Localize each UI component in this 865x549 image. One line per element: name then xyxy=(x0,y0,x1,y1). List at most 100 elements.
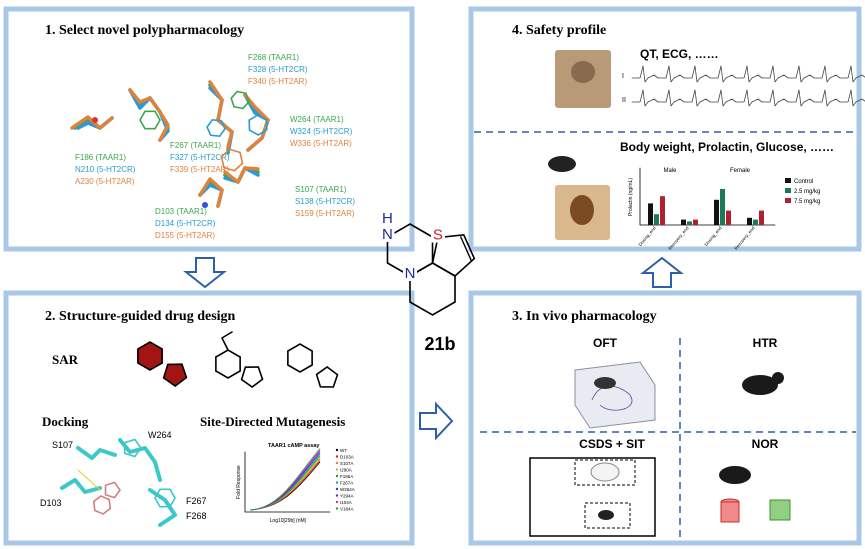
dividers xyxy=(474,131,856,540)
bar xyxy=(654,214,659,225)
compound-label: 21b xyxy=(424,334,455,354)
atom-label: H xyxy=(382,210,393,227)
section-label: SAR xyxy=(52,352,79,367)
residue-label: W336 (5-HT2AR) xyxy=(290,139,352,148)
ring xyxy=(154,488,176,508)
shape xyxy=(223,166,260,184)
legend-label: D103A xyxy=(340,455,354,460)
residue-label: F267 (TAAR1) xyxy=(170,141,221,150)
legend-swatch xyxy=(785,188,791,193)
ring xyxy=(206,118,226,138)
open-field-box xyxy=(574,361,656,429)
bar xyxy=(648,203,653,225)
panel-frame xyxy=(468,290,862,546)
legend-label: V184A xyxy=(340,507,354,512)
docking-label: F267 xyxy=(186,496,207,506)
atom xyxy=(92,117,98,123)
test-label: NOR xyxy=(752,437,779,451)
ecg-trace xyxy=(631,89,865,107)
shape xyxy=(76,446,117,460)
ring xyxy=(104,481,121,499)
axis-label: Prolactin (ng/mL) xyxy=(628,178,634,216)
bar xyxy=(759,210,764,225)
residue-label: W264 (TAAR1) xyxy=(290,115,344,124)
group-label: Female xyxy=(730,168,751,174)
legend-label: I104A xyxy=(340,500,352,505)
bar xyxy=(720,189,725,225)
legend-marker xyxy=(335,494,339,497)
arena xyxy=(529,457,656,537)
atom-label: S xyxy=(433,227,443,244)
test-label: CSDS + SIT xyxy=(579,437,645,451)
residue-label: F340 (5-HT2AR) xyxy=(248,77,307,86)
bar xyxy=(714,199,719,225)
object xyxy=(720,501,740,523)
ring xyxy=(215,349,241,379)
curve xyxy=(249,448,321,511)
panel-title: 1. Select novel polypharmacology xyxy=(45,23,244,38)
residue-label: W324 (5-HT2CR) xyxy=(290,127,353,136)
docking-label: D103 xyxy=(40,498,62,508)
test-label: HTR xyxy=(753,336,778,350)
shape xyxy=(60,478,102,494)
section-label: Docking xyxy=(42,414,89,429)
residue-label: D134 (5-HT2CR) xyxy=(155,219,216,228)
mouse-icon xyxy=(719,466,751,484)
legend-label: F267A xyxy=(340,481,353,486)
shape xyxy=(221,331,233,351)
arrow-down xyxy=(183,257,227,289)
ring xyxy=(137,341,163,371)
bar xyxy=(726,210,731,225)
legend-label: W264A xyxy=(340,487,355,492)
residue-label: F339 (5-HT2AR) xyxy=(170,165,229,174)
docking-label: W264 xyxy=(148,430,172,440)
ring xyxy=(230,90,250,110)
residue-label: S107 (TAAR1) xyxy=(295,185,347,194)
mouse-icon xyxy=(548,156,576,172)
atom-label: N xyxy=(405,265,416,282)
ring xyxy=(92,495,112,515)
section-label: Site-Directed Mutagenesis xyxy=(200,414,345,429)
mouse-icon xyxy=(598,510,614,520)
ring xyxy=(287,343,313,373)
chart-title: TAAR1 cAMP assay xyxy=(268,443,320,449)
legend-label: 7.5 mg/kg xyxy=(794,199,820,205)
legend-marker xyxy=(335,455,339,458)
group-label: Male xyxy=(663,168,677,174)
panel-frame xyxy=(3,6,415,252)
mouse-head xyxy=(772,372,784,384)
monkey-face xyxy=(571,61,595,83)
section-label: QT, ECG, …… xyxy=(640,47,719,61)
axis xyxy=(244,451,331,513)
bar xyxy=(660,196,665,225)
ecg-trace xyxy=(631,65,865,83)
bar xyxy=(687,221,692,225)
atom xyxy=(202,202,208,208)
residue-label: S138 (5-HT2CR) xyxy=(295,197,355,206)
legend-label: 2.5 mg/kg xyxy=(794,189,820,195)
ring xyxy=(162,363,188,387)
panel-title: 4. Safety profile xyxy=(512,23,606,38)
panel-title: 2. Structure-guided drug design xyxy=(45,309,236,324)
residue-label: N210 (5-HT2CR) xyxy=(75,165,136,174)
shape xyxy=(128,88,170,142)
arrow-up xyxy=(640,256,684,288)
legend-swatch xyxy=(785,198,791,203)
section-label: Body weight, Prolactin, Glucose, …… xyxy=(620,140,834,154)
axis-label: Fold Response xyxy=(236,465,242,499)
panel-frame xyxy=(468,6,862,252)
legend-marker xyxy=(335,474,339,478)
shape xyxy=(243,93,270,152)
atom-bg xyxy=(403,267,417,281)
panel-frame xyxy=(3,290,415,546)
shape xyxy=(118,438,162,482)
residue-label: F268 (TAAR1) xyxy=(248,53,299,62)
legend-label: I290A xyxy=(340,468,352,473)
ring xyxy=(240,366,264,388)
mouse-icon xyxy=(742,375,778,395)
panel-title: 3. In vivo pharmacology xyxy=(512,309,657,324)
legend-label: F186A xyxy=(340,474,353,479)
bar xyxy=(681,219,686,225)
residue-label: S159 (5-HT2AR) xyxy=(295,209,355,218)
